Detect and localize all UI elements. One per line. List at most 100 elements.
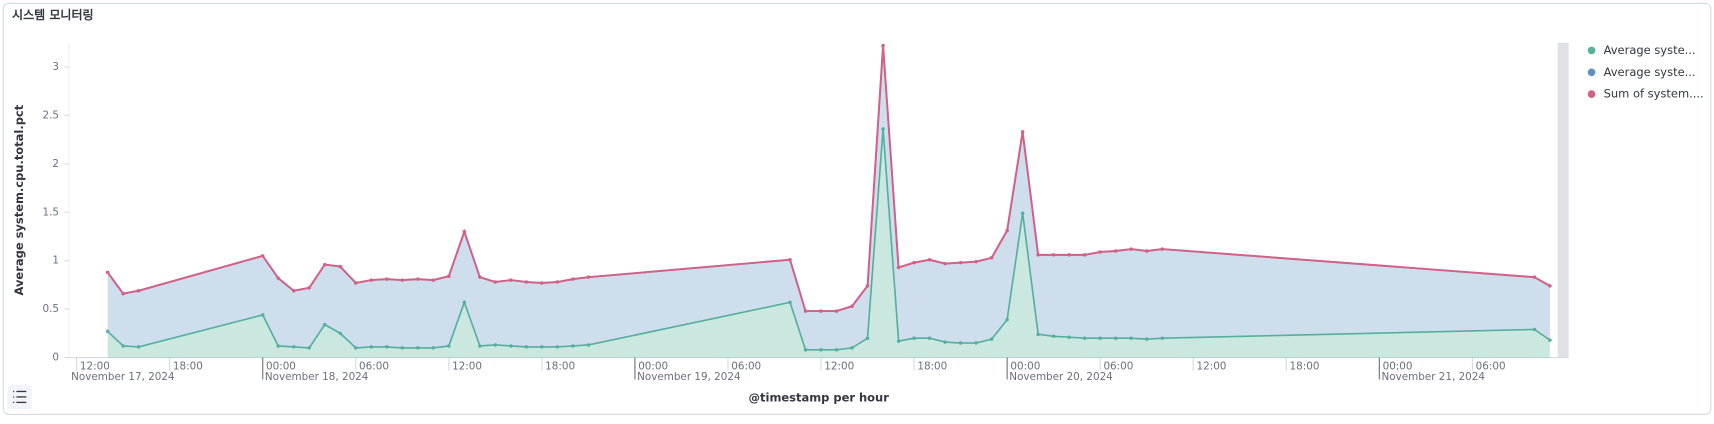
point [307, 346, 311, 350]
point [927, 336, 932, 340]
point [540, 281, 544, 285]
point [509, 278, 513, 282]
x-tick-label: 00:00 [638, 360, 668, 372]
point [803, 309, 808, 313]
point [493, 280, 498, 284]
point [431, 278, 436, 282]
point [1051, 334, 1056, 339]
legend-item[interactable]: Average syste... [1587, 43, 1696, 57]
legend-label: Average syste... [1604, 43, 1696, 57]
y-tick-label: 3 [52, 61, 59, 73]
y-tick-label: 1 [52, 255, 59, 267]
legend-label: Sum of system.... [1604, 87, 1704, 101]
point [896, 339, 901, 343]
point [400, 278, 405, 282]
y-tick-label: 0 [52, 352, 59, 364]
x-date-label: November 20, 2024 [1009, 371, 1113, 383]
x-tick-label: 12:00 [1197, 360, 1227, 372]
y-tick-label: 0.5 [43, 303, 60, 315]
point [291, 345, 296, 349]
point [121, 291, 125, 296]
point [834, 348, 839, 352]
point [989, 337, 994, 341]
legend-swatch [1587, 46, 1596, 55]
point [416, 346, 420, 350]
point [369, 345, 374, 349]
point [416, 277, 420, 281]
point [291, 288, 296, 293]
point [850, 346, 854, 350]
point [571, 344, 575, 348]
point [136, 288, 141, 293]
point [1051, 253, 1056, 257]
point [1113, 249, 1118, 253]
point [943, 340, 947, 344]
point [105, 270, 110, 275]
legend-toggle[interactable] [7, 384, 32, 409]
point [586, 343, 591, 347]
x-tick-label: 18:00 [173, 360, 203, 372]
point [462, 300, 467, 305]
point [447, 274, 451, 278]
y-tick-label: 2.5 [43, 109, 60, 121]
point [803, 348, 808, 352]
point [1144, 337, 1149, 341]
point [865, 336, 870, 340]
point [881, 127, 885, 131]
point [354, 346, 358, 350]
point [555, 345, 560, 349]
point [1005, 318, 1009, 322]
point [958, 341, 963, 345]
point [1548, 284, 1552, 288]
point [1160, 247, 1164, 251]
legend-swatch [1587, 90, 1596, 98]
point [385, 345, 389, 349]
point [105, 329, 110, 334]
point [400, 346, 405, 350]
x-tick-label: 00:00 [1383, 360, 1413, 372]
x-date-label: November 21, 2024 [1382, 371, 1486, 383]
point [307, 286, 311, 290]
x-tick-label: 00:00 [1010, 360, 1040, 372]
point [974, 259, 978, 264]
x-tick-label: 18:00 [545, 360, 575, 372]
point [1160, 336, 1164, 340]
point [1098, 250, 1102, 254]
point [788, 300, 792, 305]
legend-toggle-icon [13, 390, 27, 404]
point [1082, 336, 1087, 340]
point [1036, 253, 1040, 257]
point [385, 277, 389, 281]
panel-frame [2, 2, 1712, 415]
legend-item[interactable]: Average syste... [1587, 65, 1696, 79]
area [107, 45, 1550, 350]
y-tick-label: 1.5 [43, 206, 60, 218]
area [107, 128, 1550, 358]
point [912, 260, 916, 265]
point [927, 257, 932, 262]
point [1020, 211, 1025, 215]
point [524, 345, 529, 349]
point [493, 343, 498, 347]
point [1144, 249, 1149, 253]
point [1129, 247, 1133, 251]
point [509, 344, 513, 348]
point [276, 276, 280, 280]
point [478, 275, 482, 279]
point [1005, 228, 1009, 233]
point [462, 229, 467, 234]
panel-title: 시스템 모니터링 [12, 7, 94, 22]
x-tick-label: 06:00 [1103, 360, 1133, 372]
legend-item[interactable]: Sum of system.... [1587, 87, 1704, 101]
point [834, 309, 839, 313]
point [1098, 336, 1102, 340]
point [431, 346, 436, 350]
x-date-label: November 18, 2024 [265, 371, 369, 383]
point [1113, 336, 1118, 340]
x-tick-label: 12:00 [80, 360, 110, 372]
x-tick-label: 12:00 [824, 360, 854, 372]
point [136, 345, 141, 349]
point [571, 277, 575, 281]
point [478, 344, 482, 348]
point [447, 344, 451, 348]
